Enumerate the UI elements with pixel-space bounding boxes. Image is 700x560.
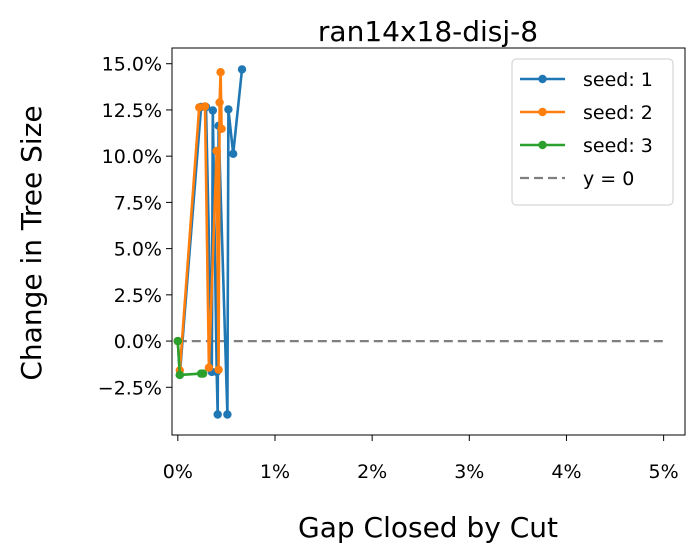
series-2 (173, 68, 226, 375)
legend-marker (538, 74, 547, 84)
y-tick-label: 5.0% (114, 239, 162, 261)
y-tick-label: 0.0% (114, 331, 162, 353)
y-axis-label: Change in Tree Size (15, 105, 48, 380)
series-layer (173, 65, 664, 419)
data-point (229, 149, 238, 158)
legend-label: seed: 2 (583, 102, 653, 124)
data-point (212, 146, 221, 156)
x-tick-label: 3% (454, 461, 484, 483)
y-tick-label: 7.5% (114, 192, 162, 214)
x-tick-label: 4% (551, 461, 581, 483)
data-point (200, 102, 210, 111)
legend-label: seed: 1 (583, 69, 653, 91)
x-tick-label: 1% (260, 461, 290, 483)
legend-label: seed: 3 (583, 135, 653, 157)
data-point (173, 336, 182, 346)
data-point (237, 65, 247, 74)
data-point (224, 105, 233, 114)
series-3 (173, 336, 208, 380)
data-point (217, 124, 226, 133)
legend-box (511, 58, 674, 206)
y-tick-label: 10.0% (102, 146, 162, 168)
data-point (213, 410, 222, 419)
x-tick-label: 2% (357, 461, 387, 483)
chart-title: ran14x18-disj-8 (318, 15, 538, 48)
y-axis-ticks: −2.5% 0.0% 2.5% 5.0% 7.5% 10.0% 12.5% 15.0% (98, 54, 172, 399)
legend-marker (538, 107, 547, 117)
y-tick-label: 15.0% (102, 54, 162, 76)
series-line (176, 70, 223, 372)
data-point (215, 98, 224, 107)
legend: seed: 1 seed: 2 seed: 3 y = 0 (511, 58, 674, 206)
data-point (175, 370, 184, 380)
data-point (208, 106, 217, 115)
y-tick-label: 2.5% (114, 285, 162, 307)
data-point (204, 363, 214, 372)
y-tick-label: 12.5% (102, 100, 162, 122)
y-tick-label: −2.5% (98, 377, 162, 399)
x-axis-ticks: 0% 1% 2% 3% 4% 5% (163, 435, 679, 483)
legend-marker (538, 140, 547, 150)
data-point (198, 369, 208, 378)
data-point (214, 365, 223, 374)
x-axis-label: Gap Closed by Cut (298, 511, 558, 544)
x-tick-label: 0% (163, 461, 193, 483)
data-point (223, 410, 232, 419)
x-tick-label: 5% (649, 461, 679, 483)
data-point (216, 68, 225, 77)
legend-label: y = 0 (583, 168, 634, 190)
legend-entries: seed: 1 seed: 2 seed: 3 y = 0 (520, 69, 653, 190)
